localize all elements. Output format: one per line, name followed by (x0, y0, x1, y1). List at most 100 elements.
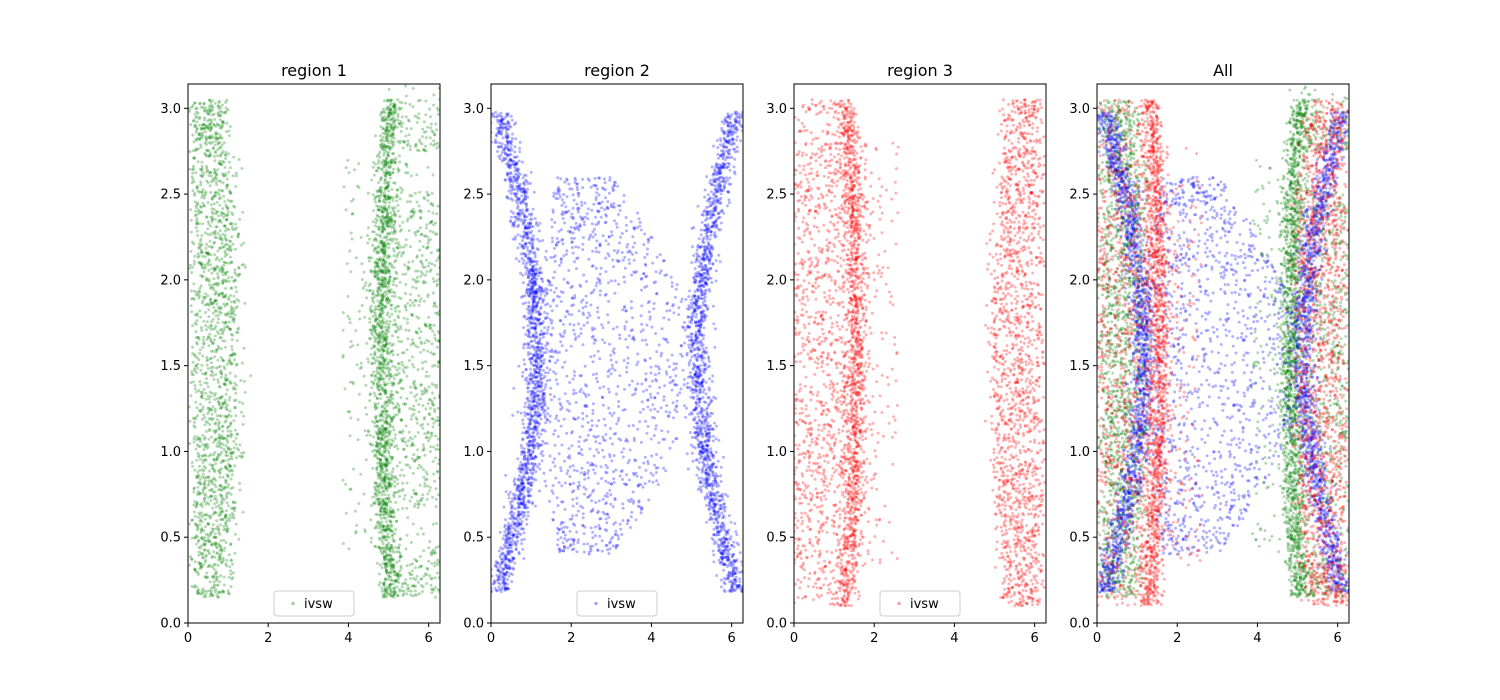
scatter-point (426, 235, 430, 239)
scatter-point (375, 432, 379, 436)
scatter-point (216, 441, 220, 445)
scatter-point (385, 172, 389, 176)
scatter-point (432, 301, 436, 305)
scatter-point (217, 136, 221, 140)
scatter-point (374, 169, 378, 173)
scatter-point (202, 127, 206, 131)
scatter-point (388, 218, 392, 222)
scatter-point (206, 412, 210, 416)
scatter-point (228, 464, 232, 468)
scatter-point (419, 383, 423, 387)
scatter-point (607, 515, 611, 519)
scatter-point (211, 594, 215, 597)
scatter-point (384, 555, 388, 559)
scatter-point (202, 122, 206, 126)
scatter-point (385, 457, 389, 461)
scatter-point (207, 475, 211, 479)
scatter-point (563, 546, 567, 550)
scatter-point (393, 539, 396, 543)
scatter-point (377, 250, 381, 254)
scatter-point (385, 554, 389, 558)
scatter-point (397, 362, 401, 366)
scatter-point (221, 281, 225, 285)
scatter-point (373, 308, 377, 311)
scatter-point (381, 251, 385, 255)
scatter-point (521, 239, 525, 242)
scatter-point (672, 368, 676, 372)
scatter-point (422, 448, 426, 452)
scatter-point (522, 500, 526, 504)
scatter-point (384, 163, 387, 167)
scatter-point (381, 444, 385, 448)
scatter-point (195, 229, 199, 233)
scatter-point (223, 515, 227, 519)
scatter-point (219, 305, 223, 309)
scatter-point (379, 513, 382, 517)
scatter-point (531, 286, 535, 290)
scatter-point (589, 549, 593, 553)
scatter-point (415, 575, 419, 578)
scatter-point (216, 249, 220, 253)
scatter-point (388, 443, 392, 447)
scatter-point (383, 251, 387, 255)
scatter-point (674, 437, 678, 441)
scatter-point (215, 200, 219, 204)
scatter-point (396, 167, 400, 171)
scatter-point (431, 352, 435, 356)
scatter-point (207, 154, 211, 158)
scatter-point (197, 444, 201, 448)
scatter-point (388, 514, 392, 518)
scatter-point (380, 160, 384, 164)
scatter-point (418, 140, 422, 144)
scatter-point (392, 247, 395, 251)
scatter-point (382, 380, 386, 384)
scatter-point (401, 139, 405, 143)
scatter-point (214, 194, 218, 198)
scatter-point (378, 474, 382, 478)
scatter-point (385, 171, 388, 175)
scatter-point (196, 526, 200, 530)
scatter-point (202, 335, 206, 339)
scatter-point (212, 112, 216, 116)
scatter-point (523, 476, 527, 480)
scatter-point (525, 236, 529, 240)
scatter-point (422, 130, 426, 134)
scatter-point (684, 298, 688, 301)
scatter-point (384, 290, 388, 294)
scatter-point (363, 315, 367, 319)
scatter-point (426, 241, 430, 245)
scatter-point (212, 429, 216, 433)
scatter-point (722, 568, 726, 572)
scatter-point (380, 270, 384, 274)
scatter-point (212, 563, 216, 567)
scatter-point (510, 543, 514, 547)
scatter-point (510, 189, 513, 192)
scatter-point (382, 349, 386, 353)
scatter-point (380, 412, 384, 416)
scatter-point (359, 361, 363, 365)
scatter-point (217, 101, 221, 104)
scatter-point (390, 136, 394, 140)
scatter-point (401, 188, 404, 192)
scatter-point (193, 486, 196, 490)
scatter-point (386, 564, 390, 568)
scatter-point (381, 211, 385, 215)
scatter-point (228, 469, 231, 473)
scatter-point (198, 137, 202, 141)
scatter-point (217, 424, 220, 428)
scatter-point (215, 136, 219, 140)
scatter-point (730, 590, 734, 593)
scatter-point (385, 139, 389, 143)
scatter-point (384, 285, 388, 289)
scatter-point (398, 139, 402, 143)
scatter-point (429, 434, 433, 438)
scatter-point (375, 332, 379, 336)
scatter-point (378, 490, 382, 494)
scatter-point (385, 512, 389, 516)
scatter-point (409, 540, 413, 544)
scatter-point (696, 274, 700, 278)
scatter-point (391, 323, 395, 327)
scatter-point (378, 375, 382, 379)
scatter-point (434, 311, 438, 315)
scatter-point (224, 150, 228, 154)
